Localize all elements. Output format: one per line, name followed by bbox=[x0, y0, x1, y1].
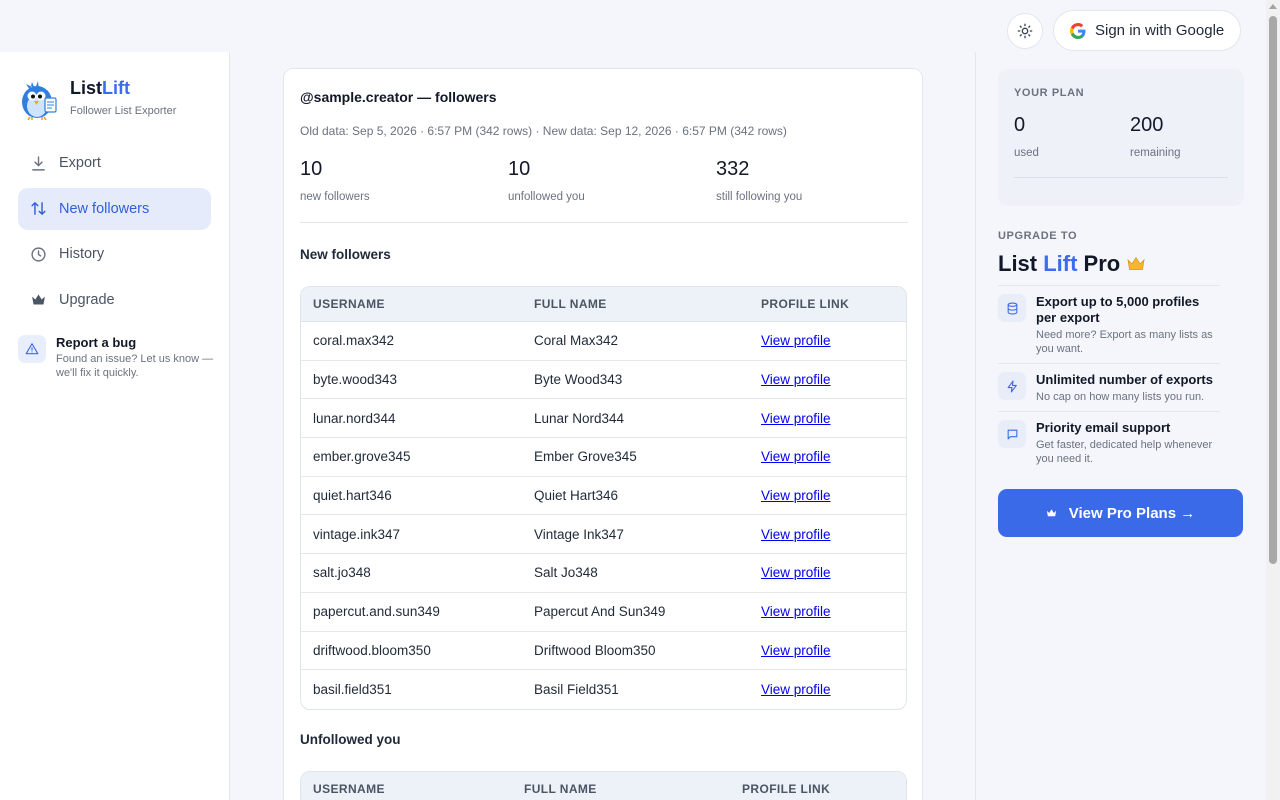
view-profile-link[interactable]: View profile bbox=[761, 526, 831, 542]
bug-description: Found an issue? Let us know — we'll fix … bbox=[56, 353, 214, 379]
table-header: USERNAME FULL NAME PROFILE LINK bbox=[301, 772, 906, 800]
plan-label: YOUR PLAN bbox=[1014, 87, 1085, 99]
sidebar-item-label: Upgrade bbox=[59, 291, 115, 308]
view-profile-link[interactable]: View profile bbox=[761, 642, 831, 658]
view-profile-link[interactable]: View profile bbox=[761, 565, 831, 581]
column-header[interactable]: FULL NAME bbox=[534, 297, 607, 311]
crown-icon bbox=[1127, 256, 1145, 270]
table-row: basil.field351 Basil Field351 View profile bbox=[313, 682, 831, 698]
table-row: lunar.nord344 Lunar Nord344 View profile bbox=[301, 399, 906, 439]
sidebar-item-new-followers[interactable]: New followers bbox=[18, 187, 211, 230]
unfollowed-heading: Unfollowed you bbox=[300, 732, 401, 747]
crown-icon bbox=[1046, 509, 1056, 517]
data-meta: Old data: Sep 5, 2026 · 6:57 PM (342 row… bbox=[300, 124, 787, 138]
unfollowed-table: USERNAME FULL NAME PROFILE LINK bbox=[300, 771, 907, 800]
clock-icon bbox=[31, 246, 46, 262]
table-row: coral.max342 Coral Max342 View profile bbox=[301, 322, 906, 361]
report-bug-link[interactable]: Report a bug Found an issue? Let us know… bbox=[18, 335, 218, 380]
column-header[interactable]: PROFILE LINK bbox=[742, 782, 831, 796]
scroll-up-arrow[interactable] bbox=[1269, 4, 1277, 9]
stat-new-followers: 10 new followers bbox=[300, 158, 370, 203]
upgrade-label: UPGRADE TO bbox=[998, 230, 1078, 242]
stats-row: 10 new followers 10 unfollowed you 332 s… bbox=[300, 158, 908, 223]
table-row: vintage.ink347 Vintage Ink347 View profile bbox=[301, 515, 906, 555]
database-icon bbox=[998, 294, 1026, 322]
brand-name: ListLift bbox=[70, 78, 130, 98]
sun-icon bbox=[1017, 23, 1033, 39]
scroll-thumb[interactable] bbox=[1269, 16, 1277, 564]
sign-in-label: Sign in with Google bbox=[1095, 22, 1225, 39]
feature-item: Export up to 5,000 profiles per export N… bbox=[998, 285, 1220, 356]
plan-card: YOUR PLAN 0 used 200 remaining bbox=[998, 69, 1244, 206]
new-followers-table: USERNAME FULL NAME PROFILE LINK coral.ma… bbox=[300, 286, 907, 710]
table-row: ember.grove345 Ember Grove345 View profile bbox=[301, 438, 906, 477]
view-profile-link[interactable]: View profile bbox=[761, 604, 831, 620]
followers-card: @sample.creator — followers Old data: Se… bbox=[283, 68, 923, 800]
google-icon bbox=[1070, 22, 1086, 39]
view-profile-link[interactable]: View profile bbox=[761, 682, 831, 698]
upgrade-title: List Lift Pro bbox=[998, 251, 1146, 277]
plan-divider bbox=[1014, 177, 1228, 178]
download-icon bbox=[32, 155, 45, 171]
feature-title: Unlimited number of exports bbox=[1036, 372, 1213, 387]
bird-logo-icon bbox=[22, 81, 57, 120]
view-profile-link[interactable]: View profile bbox=[761, 333, 831, 349]
plan-remaining-value: 200 bbox=[1130, 114, 1164, 136]
sidebar-item-export[interactable]: Export bbox=[18, 142, 211, 184]
stat-still-following: 332 still following you bbox=[716, 158, 803, 203]
view-profile-link[interactable]: View profile bbox=[761, 372, 831, 388]
top-bar: Sign in with Google bbox=[0, 0, 1266, 52]
plan-used-value: 0 bbox=[1014, 114, 1026, 136]
pro-button-label: View Pro Plans → bbox=[1068, 504, 1196, 522]
column-header[interactable]: USERNAME bbox=[313, 297, 385, 311]
crown-icon bbox=[32, 294, 45, 305]
sidebar-item-label: Export bbox=[59, 155, 101, 171]
table-row: byte.wood343 Byte Wood343 View profile bbox=[301, 361, 906, 400]
view-profile-link[interactable]: View profile bbox=[761, 488, 831, 504]
feature-desc: Get faster, dedicated help whenever you … bbox=[1036, 439, 1213, 465]
sidebar-item-history[interactable]: History bbox=[18, 233, 211, 275]
theme-toggle-button[interactable] bbox=[1007, 13, 1043, 49]
right-panel: YOUR PLAN 0 used 200 remaining UPGRADE T… bbox=[975, 52, 1266, 800]
view-pro-plans-button[interactable]: View Pro Plans → bbox=[998, 489, 1243, 537]
view-profile-link[interactable]: View profile bbox=[761, 449, 831, 465]
sidebar: ListLift Follower List Exporter Export N… bbox=[0, 52, 230, 800]
sidebar-nav: Export New followers History Upgrade bbox=[18, 142, 211, 324]
warning-icon bbox=[18, 335, 46, 363]
new-followers-heading: New followers bbox=[300, 247, 391, 262]
page-scrollbar[interactable] bbox=[1266, 0, 1280, 800]
table-row: quiet.hart346 Quiet Hart346 View profile bbox=[301, 477, 906, 516]
brand[interactable]: ListLift Follower List Exporter bbox=[18, 76, 176, 120]
plan-used-label: used bbox=[1014, 147, 1039, 159]
feature-item: Unlimited number of exports No cap on ho… bbox=[998, 363, 1220, 404]
swap-icon bbox=[31, 202, 46, 215]
table-header: USERNAME FULL NAME PROFILE LINK bbox=[301, 287, 906, 322]
lightning-icon bbox=[998, 372, 1026, 400]
view-profile-link[interactable]: View profile bbox=[761, 410, 831, 426]
column-header[interactable]: PROFILE LINK bbox=[761, 297, 850, 311]
chat-icon bbox=[998, 420, 1026, 448]
feature-title: Priority email support bbox=[1036, 420, 1171, 435]
sidebar-item-label: History bbox=[59, 246, 105, 262]
stat-unfollowed: 10 unfollowed you bbox=[508, 158, 585, 203]
sign-in-google-button[interactable]: Sign in with Google bbox=[1053, 10, 1241, 51]
table-row: papercut.and.sun349 Papercut And Sun349 Vi… bbox=[301, 593, 906, 632]
feature-item: Priority email support Get faster, dedic… bbox=[998, 411, 1220, 466]
plan-remaining-label: remaining bbox=[1130, 147, 1181, 159]
feature-desc: No cap on how many lists you run. bbox=[1036, 391, 1205, 403]
column-header[interactable]: USERNAME bbox=[313, 782, 385, 796]
feature-title: Export up to 5,000 profiles per export bbox=[1036, 294, 1200, 325]
sidebar-item-upgrade[interactable]: Upgrade bbox=[18, 279, 211, 321]
page-title: @sample.creator — followers bbox=[300, 89, 497, 105]
column-header[interactable]: FULL NAME bbox=[524, 782, 597, 796]
sidebar-item-label: New followers bbox=[59, 200, 150, 217]
feature-desc: Need more? Export as many lists as you w… bbox=[1036, 329, 1213, 355]
table-row: salt.jo348 Salt Jo348 View profile bbox=[301, 554, 906, 593]
brand-subtitle: Follower List Exporter bbox=[70, 105, 177, 117]
bug-title: Report a bug bbox=[56, 335, 137, 350]
table-row: driftwood.bloom350 Driftwood Bloom350 View… bbox=[301, 632, 906, 671]
